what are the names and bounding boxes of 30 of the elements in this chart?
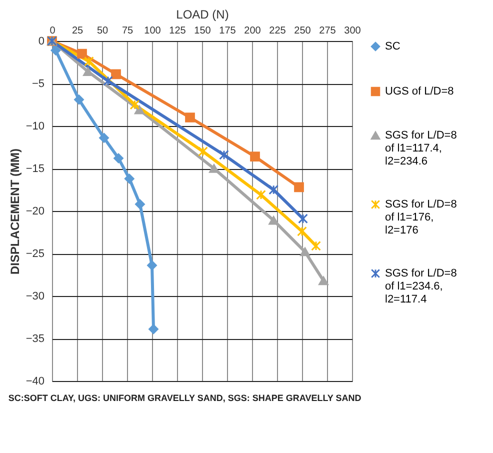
y-tick-label: −40 (26, 376, 44, 388)
legend-label: UGS of L/D=8 (385, 86, 454, 98)
y-axis-title: DISPLACEMENT (MM) (8, 148, 22, 274)
x-tick-label: 300 (344, 26, 362, 36)
y-tick-label: −20 (26, 206, 44, 218)
x-tick-label: 175 (219, 26, 236, 36)
y-tick-label: −15 (26, 163, 44, 175)
x-tick-label: 25 (72, 26, 84, 36)
y-tick-label: −10 (26, 120, 44, 132)
legend-label: SGS for L/D=8 of l1=176, l2=176 (385, 198, 457, 236)
text: SC:SOFT CLAY, UGS: UNIFORM GRAVELLY SAND, SGS: SHAPE GRAVELLY SAND (8, 393, 362, 403)
y-tick-label: −35 (26, 333, 44, 345)
legend-label: SC (385, 40, 400, 52)
y-tick-label: 0 (38, 36, 44, 48)
x-tick-label: 150 (194, 26, 212, 36)
x-tick-label: 225 (269, 26, 286, 36)
x-tick-label: 100 (144, 26, 162, 36)
x-tick-label: 75 (122, 26, 134, 36)
y-tick-label: −25 (26, 248, 44, 260)
legend-label: SGS for L/D=8 of l1=117.4, l2=234.6 (385, 130, 457, 168)
y-tick-label: −30 (26, 290, 44, 302)
x-tick-label: 250 (294, 26, 312, 36)
y-tick-label: −5 (32, 78, 44, 90)
x-tick-label: 275 (319, 26, 336, 36)
x-tick-label: 0 (50, 26, 56, 36)
x-tick-label: 200 (244, 26, 262, 36)
x-tick-label: 50 (96, 26, 108, 36)
x-axis-title: LOAD (N) (176, 8, 229, 22)
legend-label: SGS for L/D=8 of l1=234.6, l2=117.4 (385, 268, 457, 306)
x-tick-label: 125 (169, 26, 186, 36)
